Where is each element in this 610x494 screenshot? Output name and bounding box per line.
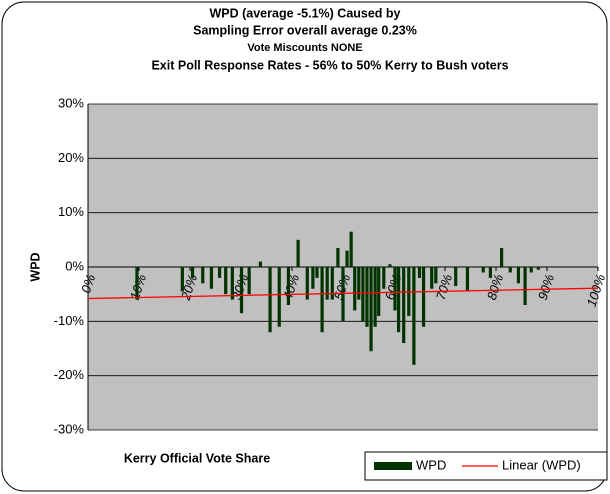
bar: [481, 267, 485, 273]
bar: [296, 239, 300, 267]
bar: [369, 267, 373, 352]
bar: [201, 267, 205, 284]
chart-title: Sampling Error overall average 0.23%: [193, 23, 417, 37]
bar: [430, 267, 434, 289]
x-axis-label: Kerry Official Vote Share: [124, 451, 270, 465]
legend-label: WPD: [416, 457, 446, 472]
y-tick-label: 20%: [58, 150, 84, 165]
bar: [500, 247, 504, 267]
bar: [536, 267, 540, 270]
bar: [311, 267, 315, 289]
legend-label: Linear (WPD): [502, 457, 581, 472]
bar: [320, 267, 324, 333]
bar: [135, 267, 139, 300]
bar: [516, 267, 521, 284]
bar: [224, 267, 228, 295]
bar: [217, 267, 222, 278]
bar: [508, 267, 512, 273]
bar: [373, 267, 377, 327]
bar: [388, 264, 392, 267]
bar: [247, 267, 251, 295]
bar: [393, 267, 397, 311]
bar: [523, 267, 527, 306]
y-tick-label: -20%: [54, 367, 85, 382]
bar: [382, 267, 386, 289]
bar: [465, 267, 470, 292]
bar: [529, 267, 533, 273]
bar: [361, 267, 365, 322]
bar: [454, 267, 458, 287]
bar: [349, 231, 353, 267]
y-tick-label: 10%: [58, 204, 84, 219]
bar: [286, 267, 291, 306]
bar: [396, 267, 401, 333]
bar: [377, 267, 381, 316]
bar: [353, 267, 357, 311]
bar: [412, 267, 416, 365]
y-tick-label: -30%: [54, 421, 85, 436]
y-axis-label: WPD: [28, 252, 42, 281]
bar: [357, 267, 361, 300]
bar: [336, 247, 340, 267]
bar: [230, 267, 234, 300]
bar: [345, 250, 349, 267]
bar: [305, 267, 309, 300]
bar: [325, 267, 329, 300]
y-tick-label: 30%: [58, 95, 84, 110]
bar: [341, 267, 345, 322]
bar: [277, 267, 281, 327]
bar: [258, 261, 262, 267]
bar: [421, 267, 426, 327]
bar: [209, 267, 214, 289]
y-tick-label: 0%: [65, 258, 84, 273]
bar: [190, 267, 195, 278]
chart-title: Vote Miscounts NONE: [247, 42, 362, 54]
y-tick-label: -10%: [54, 313, 85, 328]
chart-title: Exit Poll Response Rates - 56% to 50% Ke…: [151, 58, 508, 72]
legend-swatch: [374, 462, 412, 470]
bar: [365, 267, 369, 327]
chart-title: WPD (average -5.1%) Caused by: [209, 6, 400, 20]
bar: [402, 267, 406, 344]
bar: [268, 267, 272, 333]
bar: [330, 267, 334, 300]
bar: [417, 267, 422, 278]
bar: [315, 267, 319, 278]
bar: [180, 267, 184, 292]
bar: [488, 267, 492, 278]
bar: [239, 267, 244, 314]
trend-line: [87, 287, 599, 300]
bar: [434, 267, 438, 284]
